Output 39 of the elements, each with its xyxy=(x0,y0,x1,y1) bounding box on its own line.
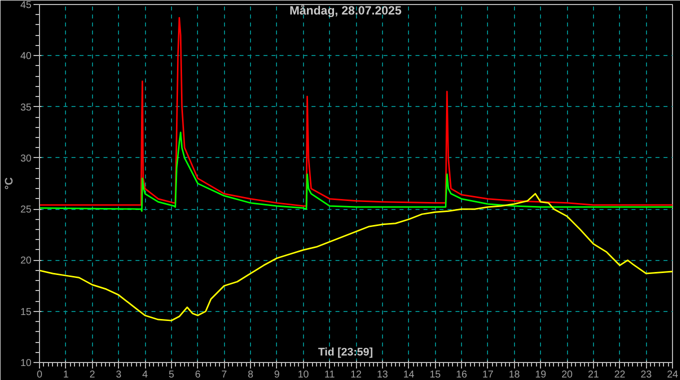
x-tick-label: 2 xyxy=(89,370,96,380)
line-series xyxy=(40,132,672,212)
x-tick-label: 17 xyxy=(482,370,494,380)
x-tick-label: 11 xyxy=(324,370,336,380)
line-series xyxy=(40,17,672,207)
x-tick-label: 24 xyxy=(666,370,678,380)
x-tick-label: 3 xyxy=(116,370,122,380)
x-tick-label: 10 xyxy=(298,370,310,380)
x-tick-label: 8 xyxy=(248,370,254,380)
y-tick-label: 35 xyxy=(20,102,32,114)
y-tick-label: 25 xyxy=(20,204,32,216)
x-tick-label: 13 xyxy=(376,370,388,380)
x-tick-label: 12 xyxy=(350,370,362,380)
y-tick-label: 15 xyxy=(20,306,32,318)
y-tick-label: 40 xyxy=(20,51,32,62)
x-tick-label: 7 xyxy=(221,370,228,380)
x-tick-label: 22 xyxy=(614,370,626,380)
x-axis-title: Tid [23:59] xyxy=(318,346,374,358)
y-tick-label: 45 xyxy=(20,0,32,11)
x-tick-label: 23 xyxy=(640,370,652,380)
x-tick-label: 18 xyxy=(508,370,520,380)
x-tick-label: 1 xyxy=(63,370,70,380)
x-tick-label: 9 xyxy=(274,370,280,380)
x-tick-label: 14 xyxy=(403,370,415,380)
x-tick-label: 0 xyxy=(36,370,43,380)
x-tick-label: 20 xyxy=(561,370,573,380)
x-tick-label: 21 xyxy=(588,370,600,380)
y-axis-title: °C xyxy=(3,177,16,190)
line-series xyxy=(40,192,672,322)
x-tick-label: 4 xyxy=(142,370,148,380)
x-tick-label: 16 xyxy=(456,370,468,380)
y-tick-label: 30 xyxy=(20,153,32,164)
x-tick-label: 5 xyxy=(168,370,175,380)
y-tick-label: 20 xyxy=(20,256,32,267)
y-tick-label: 10 xyxy=(20,358,32,369)
x-tick-label: 15 xyxy=(430,370,442,380)
chart-title: Måndag, 28.07.2025 xyxy=(289,4,402,18)
x-tick-label: 6 xyxy=(194,370,201,380)
x-tick-label: 19 xyxy=(535,370,547,380)
